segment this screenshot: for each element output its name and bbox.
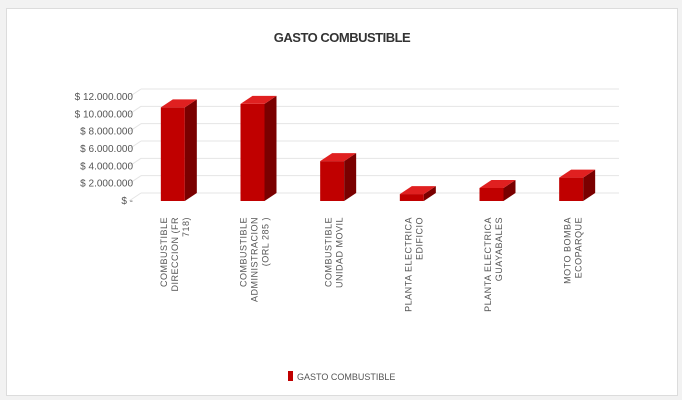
x-axis-ticks: COMBUSTIBLEDIRECCION (FR718) COMBUSTIBLEA… [159,217,584,312]
x-tick-line: 718) [181,217,191,237]
chart-frame: GASTO COMBUSTIBLE $ - $ 2.000.000 $ 4.000.… [6,8,678,396]
y-tick-label: $ 12.000.000 [75,92,134,103]
bar-front [559,177,584,201]
y-tick-label: $ 6.000.000 [80,144,133,155]
legend-label: GASTO COMBUSTIBLE [297,372,395,382]
bar [399,186,436,201]
x-tick-line: DIRECCION (FR [170,217,180,292]
gridline-depth [128,140,142,150]
gridline-depth [128,175,142,185]
bar-front [240,103,265,201]
gridline-depth [128,192,142,202]
y-tick-label: $ 10.000.000 [75,109,134,120]
x-tick-line: EDIFICIO [414,217,424,260]
x-tick-line: PLANTA ELECTRICA [483,217,493,312]
bar-side [264,95,277,201]
x-tick-line: (ORL 285 ) [261,217,271,266]
bar-side [583,169,596,201]
bar-side [503,180,516,201]
y-axis-ticks: $ - $ 2.000.000 $ 4.000.000 $ 6.000.000 $ 8.… [75,92,134,207]
x-tick-line: GUAYABALES [494,217,504,281]
x-tick-label: PLANTA ELECTRICAGUAYABALES [483,217,504,312]
x-tick-line: COMBUSTIBLE [324,217,334,287]
bar-top [160,99,197,108]
legend-swatch [288,371,293,381]
chart-title: GASTO COMBUSTIBLE [274,30,411,45]
y-tick-label: $ 2.000.000 [80,179,133,190]
bar [559,169,596,201]
bar [479,180,516,201]
x-tick-label: PLANTA ELECTRICAEDIFICIO [403,217,424,312]
legend: GASTO COMBUSTIBLE [288,371,395,382]
bar-top [559,169,596,178]
gridline-depth [128,123,142,133]
x-tick-label: COMBUSTIBLEADMINISTRACION(ORL 285 ) [239,217,271,302]
bar-top [240,95,277,104]
x-tick-label: MOTO BOMBAECOPARQUE [563,217,584,284]
bar-top [320,153,357,162]
bar-side [184,99,197,201]
gridline-depth [128,88,142,98]
x-tick-line: COMBUSTIBLE [159,217,169,287]
bar-chart: GASTO COMBUSTIBLE $ - $ 2.000.000 $ 4.000.… [75,30,619,382]
bar-side [344,153,357,201]
bar-front [479,188,504,201]
bar [160,99,197,201]
x-tick-line: PLANTA ELECTRICA [403,217,413,312]
bar-front [320,161,345,201]
y-tick-label: $ 8.000.000 [80,127,133,138]
x-tick-line: COMBUSTIBLE [239,217,249,287]
bars [160,95,596,201]
y-tick-label: $ - [121,196,133,207]
bar-side [423,186,436,201]
x-tick-line: ADMINISTRACION [250,217,260,302]
x-tick-label: COMBUSTIBLEDIRECCION (FR718) [159,217,191,292]
x-tick-line: MOTO BOMBA [563,217,573,284]
bar-top [399,186,436,195]
x-tick-line: ECOPARQUE [574,217,584,278]
grid-layer [128,88,619,202]
y-tick-label: $ 4.000.000 [80,161,133,172]
gridline-depth [128,157,142,167]
gridline-depth [128,105,142,115]
bar-front [399,194,424,201]
bar-top [479,180,516,188]
x-tick-line: UNIDAD MOVIL [335,217,345,288]
x-tick-label: COMBUSTIBLEUNIDAD MOVIL [324,217,345,288]
bar-front [160,107,185,201]
bar [320,153,357,201]
bar [240,95,277,201]
